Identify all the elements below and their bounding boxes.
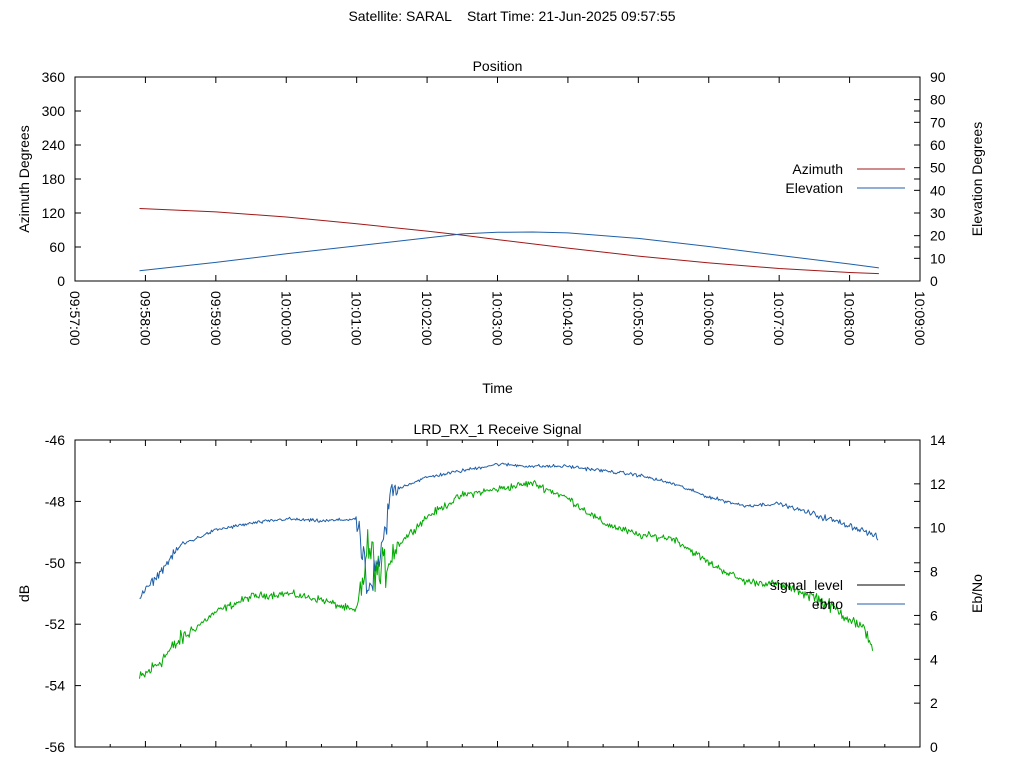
y-tick-label: 240 <box>42 137 66 153</box>
page-title: Satellite: SARAL Start Time: 21-Jun-2025… <box>348 8 676 24</box>
chart-title: Position <box>473 58 523 74</box>
y-tick-label: -56 <box>45 739 65 755</box>
x-tick-label: 10:07:00 <box>771 291 787 346</box>
y2-tick-label: 70 <box>930 114 946 130</box>
x-tick-label: 10:05:00 <box>630 291 646 346</box>
x-tick-label: 10:00:00 <box>278 291 294 346</box>
y2-tick-label: 80 <box>930 92 946 108</box>
y2-tick-label: 0 <box>930 273 938 289</box>
chart-title: LRD_RX_1 Receive Signal <box>413 421 581 437</box>
x-tick-label: 10:04:00 <box>560 291 576 346</box>
y2-tick-label: 6 <box>930 607 938 623</box>
y-tick-label: 0 <box>57 273 65 289</box>
y2-tick-label: 2 <box>930 695 938 711</box>
y-tick-label: 360 <box>42 69 66 85</box>
y-tick-label: -46 <box>45 432 65 448</box>
x-tick-label: 09:59:00 <box>208 291 224 346</box>
y-tick-label: -48 <box>45 493 65 509</box>
x-tick-label: 10:08:00 <box>842 291 858 346</box>
y-tick-label: 60 <box>49 239 65 255</box>
y2-tick-label: 40 <box>930 182 946 198</box>
y2-tick-label: 30 <box>930 205 946 221</box>
series-line-ebno <box>139 462 879 599</box>
y2-tick-label: 50 <box>930 160 946 176</box>
y-axis-label: dB <box>16 585 32 602</box>
series-line-signal-level <box>139 480 874 679</box>
legend-label-ebno: ebno <box>812 596 843 612</box>
y2-axis-label: Eb/No <box>969 574 985 613</box>
legend-label-signal-level: signal_level <box>770 577 843 593</box>
y-tick-label: 120 <box>42 205 66 221</box>
y-tick-label: 180 <box>42 171 66 187</box>
legend-label-Azimuth: Azimuth <box>792 161 843 177</box>
y2-tick-label: 4 <box>930 651 938 667</box>
y2-tick-label: 90 <box>930 69 946 85</box>
x-axis-label: Time <box>482 380 513 396</box>
y2-tick-label: 12 <box>930 476 946 492</box>
x-tick-label: 10:09:00 <box>912 291 928 346</box>
y-tick-label: -52 <box>45 616 65 632</box>
y-tick-label: -54 <box>45 678 65 694</box>
y2-tick-label: 60 <box>930 137 946 153</box>
series-line-Elevation <box>139 231 879 272</box>
x-tick-label: 10:02:00 <box>419 291 435 346</box>
y2-tick-label: 10 <box>930 520 946 536</box>
y2-axis-label: Elevation Degrees <box>969 122 985 236</box>
x-tick-label: 10:03:00 <box>490 291 506 346</box>
y2-tick-label: 14 <box>930 432 946 448</box>
y-axis-label: Azimuth Degrees <box>16 125 32 232</box>
y2-tick-label: 8 <box>930 564 938 580</box>
y-tick-label: -50 <box>45 555 65 571</box>
y2-tick-label: 0 <box>930 739 938 755</box>
x-tick-label: 10:06:00 <box>701 291 717 346</box>
x-tick-label: 10:01:00 <box>349 291 365 346</box>
plot-frame <box>74 439 921 748</box>
position-chart: Position 0 60 120 180 240 300 360 0 10 20 30 40 50 60 7… <box>16 58 985 396</box>
y2-tick-label: 10 <box>930 250 946 266</box>
x-tick-label: 09:57:00 <box>67 291 83 346</box>
legend-label-Elevation: Elevation <box>785 180 843 196</box>
plot-frame <box>74 76 921 282</box>
y-tick-label: 300 <box>42 103 66 119</box>
x-tick-label: 09:58:00 <box>137 291 153 346</box>
series-line-Azimuth <box>139 208 879 275</box>
y2-tick-label: 20 <box>930 228 946 244</box>
receive-signal-chart: LRD_RX_1 Receive Signal -56 -54 -52 -50 -48 -4… <box>16 421 985 755</box>
